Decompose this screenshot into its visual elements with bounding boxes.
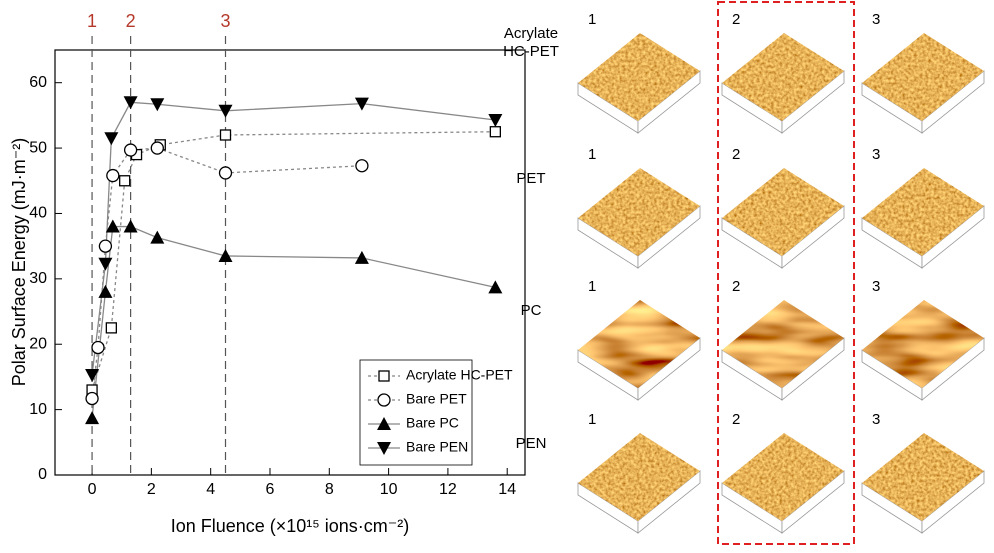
afm-surface [722,33,844,121]
legend-marker [377,417,391,430]
x-tick-label: 2 [147,481,156,498]
marker [355,159,369,173]
legend-marker [377,442,391,455]
marker [354,97,369,111]
x-tick-label: 12 [439,481,457,498]
marker [488,113,503,127]
panel-number: 1 [588,11,596,28]
y-tick-label: 50 [29,139,47,156]
marker [98,284,113,298]
series-line [91,147,362,399]
marker [218,104,233,118]
marker [85,391,99,406]
afm-surface [578,433,700,521]
y-tick-label: 0 [38,466,47,483]
series-line [91,131,496,391]
marker [150,230,165,244]
series-line [91,101,496,376]
marker [488,280,503,294]
marker [150,141,164,155]
row-label: PET [516,170,546,187]
afm-surface [862,33,984,121]
marker [104,132,119,146]
marker [354,250,369,264]
x-tick-label: 10 [380,481,398,498]
panel-number: 1 [588,146,596,163]
y-tick-label: 40 [29,205,47,222]
series-line [91,225,496,419]
afm-surface [722,433,844,521]
y-axis-label: Polar Surface Energy (mJ·m⁻²) [9,138,29,387]
marker [123,219,138,233]
panel-number: 3 [872,411,880,428]
marker [219,129,232,141]
reference-label: 2 [126,11,136,31]
panel-number: 3 [872,11,880,28]
row-label: PC [520,302,542,319]
legend-label: Bare PC [406,415,459,431]
highlight-box [717,1,855,545]
afm-panels: Acrylate HC-PET 1 2 3 PET 1 2 3 PC 1 2 3 PEN 1 2 3 [503,1,985,545]
row-label-box: PEN [515,435,547,452]
legend-label: Bare PET [406,391,467,407]
x-axis-label: Ion Fluence (×10¹⁵ ions·cm⁻²) [171,516,410,536]
marker [489,126,501,138]
panel-number: 3 [872,146,880,163]
reference-label: 1 [87,11,97,31]
legend-marker [377,393,391,407]
y-tick-label: 10 [29,401,47,418]
marker [150,98,165,112]
marker [98,239,113,253]
plot-frame [54,49,526,476]
legend-marker [378,370,390,382]
row-label: PEN [515,435,547,452]
afm-surface [862,300,984,388]
marker [85,411,100,425]
afm-surface [578,300,700,388]
panel-number: 2 [732,278,740,295]
panel-number: 2 [732,11,740,28]
panel-number: 2 [732,146,740,163]
panel-number: 1 [588,411,596,428]
y-tick-label: 30 [29,270,47,287]
x-tick-label: 8 [325,481,334,498]
x-tick-label: 6 [266,481,275,498]
panel-number: 1 [588,278,596,295]
legend-label: Acrylate HC-PET [406,367,513,383]
marker [91,340,105,355]
marker [119,175,131,187]
afm-surface [862,433,984,521]
marker [218,166,233,180]
marker [98,257,113,271]
x-tick-label: 14 [498,481,516,498]
y-tick-label: 60 [29,74,47,91]
afm-surface [578,168,700,256]
afm-surface [722,300,844,388]
marker [123,143,138,157]
afm-surface [862,168,984,256]
marker [106,168,120,183]
y-tick-label: 20 [29,335,47,352]
row-label-box: Acrylate HC-PET [503,25,559,60]
marker [218,248,233,262]
x-tick-label: 0 [88,481,97,498]
afm-surface [578,33,700,121]
panel-number: 3 [872,278,880,295]
marker [105,219,120,233]
marker [105,322,117,334]
legend-label: Bare PEN [406,439,468,455]
marker [123,96,138,110]
panel-number: 2 [732,411,740,428]
marker [85,368,100,382]
x-tick-label: 4 [206,481,215,498]
reference-label: 3 [220,11,230,31]
row-label-box: PC [520,302,542,319]
afm-surface [722,168,844,256]
row-label-box: PET [516,170,546,187]
row-label: Acrylate HC-PET [503,25,559,60]
